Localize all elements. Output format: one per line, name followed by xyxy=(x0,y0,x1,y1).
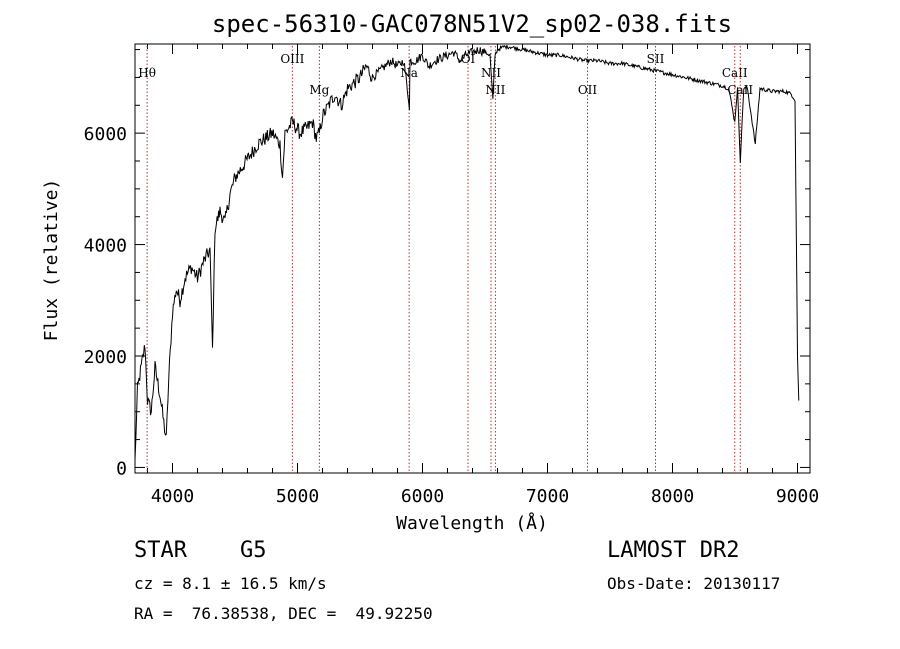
line-marker-label: OII xyxy=(578,83,598,97)
y-tick-label: 2000 xyxy=(84,347,127,368)
line-marker-label: CaII xyxy=(727,83,753,97)
y-axis-label: Flux (relative) xyxy=(41,179,62,342)
y-tick-label: 4000 xyxy=(84,236,127,257)
x-axis-label: Wavelength (Å) xyxy=(396,512,548,534)
spectrum-line xyxy=(134,44,800,460)
x-tick-label: 6000 xyxy=(401,486,444,507)
x-tick-label: 7000 xyxy=(526,486,569,507)
line-marker-label: Mg xyxy=(309,83,329,97)
redshift-cz: cz = 8.1 ± 16.5 km/s xyxy=(134,574,327,593)
plot-area: 4000 5000 6000 7000 8000 9000 0 2000 4000 6000 Hθ O… xyxy=(84,43,819,507)
survey-name: LAMOST DR2 xyxy=(607,538,740,563)
line-marker-label: Hθ xyxy=(138,66,156,80)
observation-date: Obs-Date: 20130117 xyxy=(607,574,781,593)
line-marker-label: NII xyxy=(485,83,505,97)
x-tick-label: 5000 xyxy=(276,486,319,507)
line-marker-label: Na xyxy=(400,66,418,80)
ra-dec: RA = 76.38538, DEC = 49.92250 xyxy=(134,604,433,623)
x-tick-label: 4000 xyxy=(151,486,194,507)
x-tick-label: 9000 xyxy=(776,486,819,507)
line-marker-label: OIII xyxy=(280,52,304,66)
chart-title: spec-56310-GAC078N51V2_sp02-038.fits xyxy=(212,10,732,38)
line-marker-label: SII xyxy=(647,52,665,66)
x-tick-label: 8000 xyxy=(651,486,694,507)
line-marker-label: CaII xyxy=(722,66,748,80)
y-tick-label: 6000 xyxy=(84,124,127,145)
y-tick-label: 0 xyxy=(116,458,127,479)
plot-frame xyxy=(134,43,811,474)
object-class: STAR G5 xyxy=(134,538,267,563)
